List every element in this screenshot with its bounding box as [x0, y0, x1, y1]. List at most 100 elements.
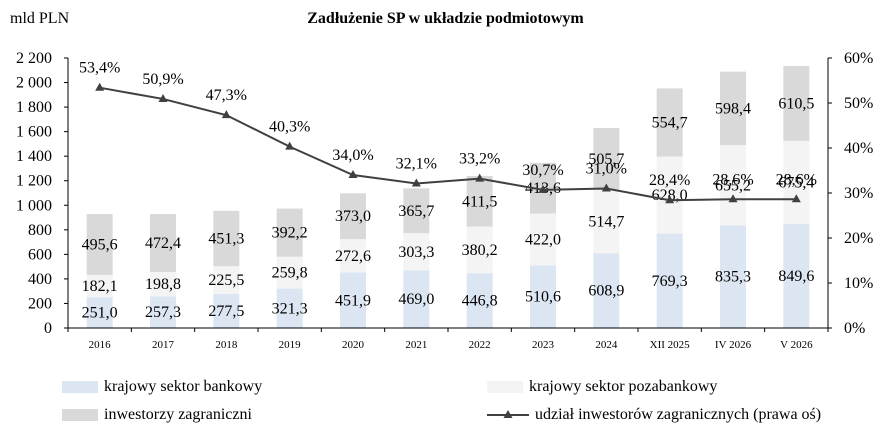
- data-label-bank: 451,9: [335, 292, 371, 309]
- y-tick-label: 400: [28, 271, 52, 288]
- x-tick-label: 2018: [215, 339, 238, 351]
- bar-segment-bank: [593, 253, 620, 328]
- legend-item-nonbank: krajowy sektor pozabankowy: [487, 378, 717, 396]
- data-label-nonbank: 422,0: [525, 231, 561, 248]
- line-point-marker: [95, 82, 105, 91]
- y-tick-label: 800: [28, 222, 52, 239]
- legend-label-share: udział inwestorów zagranicznych (prawa o…: [535, 406, 822, 423]
- bar-segment-bank: [403, 270, 430, 328]
- bar-segment-nonbank: [276, 256, 303, 289]
- bar-segment-bank: [466, 273, 493, 328]
- data-label-foreign: 598,4: [715, 100, 751, 117]
- data-label-nonbank: 259,8: [272, 265, 308, 282]
- y2-tick-label: 0%: [844, 320, 865, 337]
- bar-segment-nonbank: [150, 272, 176, 297]
- x-tick-label: 2022: [469, 339, 491, 351]
- line-point-marker: [475, 173, 485, 182]
- data-label-bank: 769,3: [652, 273, 688, 290]
- bar-segment-bank: [340, 272, 366, 328]
- x-tick-label: 2016: [89, 339, 112, 351]
- line-point-marker: [538, 184, 548, 193]
- data-label-bank: 277,5: [208, 303, 244, 320]
- y2-tick-label: 20%: [844, 230, 873, 247]
- x-tick-label: 2021: [405, 339, 427, 351]
- x-tick-label: 2024: [595, 339, 618, 351]
- y2-tick-label: 30%: [844, 185, 873, 202]
- y-tick-label: 1 400: [16, 148, 52, 165]
- line-data-label: 32,1%: [396, 156, 437, 173]
- data-label-nonbank: 514,7: [588, 214, 624, 231]
- y-tick-label: 1 600: [16, 124, 52, 141]
- x-tick-label: XII 2025: [650, 339, 691, 351]
- bar-segment-foreign: [340, 193, 366, 240]
- line-data-label: 31,0%: [586, 161, 627, 178]
- line-point-marker: [728, 194, 738, 203]
- data-label-foreign: 472,4: [145, 235, 181, 252]
- line-data-label: 33,2%: [459, 151, 500, 168]
- line-point-marker: [411, 178, 421, 187]
- data-label-foreign: 392,2: [272, 225, 308, 242]
- chart-legend: krajowy sektor bankowy krajowy sektor po…: [0, 372, 891, 432]
- line-point-marker: [221, 110, 231, 119]
- data-label-nonbank: 675,4: [778, 174, 814, 191]
- data-label-bank: 257,3: [145, 304, 181, 321]
- legend-swatch-foreign: [62, 409, 98, 421]
- y-tick-label: 1 200: [16, 173, 52, 190]
- y-axis-unit-label: mld PLN: [10, 10, 70, 27]
- data-label-foreign: 411,5: [462, 193, 497, 210]
- bar-segment-bank: [213, 293, 240, 328]
- bar-segment-foreign: [783, 65, 810, 141]
- data-label-bank: 251,0: [82, 305, 118, 322]
- y-tick-label: 600: [28, 246, 52, 263]
- bar-segment-foreign: [276, 208, 303, 257]
- data-label-bank: 608,9: [588, 283, 624, 300]
- x-tick-label: 2017: [152, 339, 175, 351]
- legend-line-share: [487, 408, 529, 422]
- bar-segment-foreign: [466, 176, 493, 227]
- x-tick-label: IV 2026: [715, 339, 752, 351]
- legend-item-bank: krajowy sektor bankowy: [62, 378, 262, 396]
- line-data-label: 40,3%: [269, 119, 310, 136]
- bar-segment-bank: [276, 288, 303, 328]
- chart-canvas: 0 200 400 600 800 1 000 1 200 1 400 1 600 1 800 2 …: [16, 50, 873, 351]
- legend-item-share: udział inwestorów zagranicznych (prawa o…: [487, 406, 821, 424]
- line-point-marker: [285, 141, 295, 150]
- data-label-nonbank: 380,2: [462, 242, 498, 259]
- data-label-nonbank: 225,5: [208, 272, 244, 289]
- y-tick-label: 2 200: [16, 50, 52, 67]
- y2-tick-label: 10%: [844, 275, 873, 292]
- bar-segment-foreign: [593, 128, 620, 191]
- bar-segment-foreign: [86, 214, 113, 275]
- y-tick-label: 1 000: [16, 197, 52, 214]
- data-label-foreign: 365,7: [398, 203, 434, 220]
- legend-label-bank: krajowy sektor bankowy: [104, 378, 263, 395]
- chart-title: Zadłużenie SP w układzie podmiotowym: [307, 10, 584, 27]
- y2-tick-label: 40%: [844, 140, 873, 157]
- data-label-nonbank: 655,2: [715, 177, 751, 194]
- bar-segment-nonbank: [783, 140, 810, 224]
- bar-segment-nonbank: [86, 274, 113, 298]
- line-data-label: 34,0%: [332, 147, 373, 164]
- bar-segment-foreign: [150, 214, 176, 273]
- x-tick-label: 2020: [342, 339, 365, 351]
- legend-label-foreign: inwestorzy zagraniczni: [104, 406, 252, 423]
- data-label-nonbank: 303,3: [398, 244, 434, 261]
- bar-segment-nonbank: [720, 145, 746, 226]
- line-data-label: 28,6%: [712, 171, 753, 188]
- data-label-bank: 835,3: [715, 269, 751, 286]
- data-label-bank: 469,0: [398, 291, 434, 308]
- data-label-nonbank: 198,8: [145, 276, 181, 293]
- bar-segment-nonbank: [593, 190, 620, 254]
- y-tick-label: 2 000: [16, 75, 52, 92]
- bar-segment-nonbank: [656, 156, 683, 234]
- bar-segment-foreign: [720, 71, 746, 146]
- x-tick-label: 2023: [532, 339, 555, 351]
- data-label-foreign: 451,3: [208, 231, 244, 248]
- data-label-bank: 849,6: [778, 268, 814, 285]
- bar-segment-bank: [86, 297, 113, 328]
- x-tick-label: V 2026: [780, 339, 813, 351]
- bar-segment-nonbank: [530, 213, 556, 266]
- legend-label-nonbank: krajowy sektor pozabankowy: [529, 378, 718, 395]
- bar-segment-nonbank: [340, 239, 366, 273]
- data-label-foreign: 610,5: [778, 95, 814, 112]
